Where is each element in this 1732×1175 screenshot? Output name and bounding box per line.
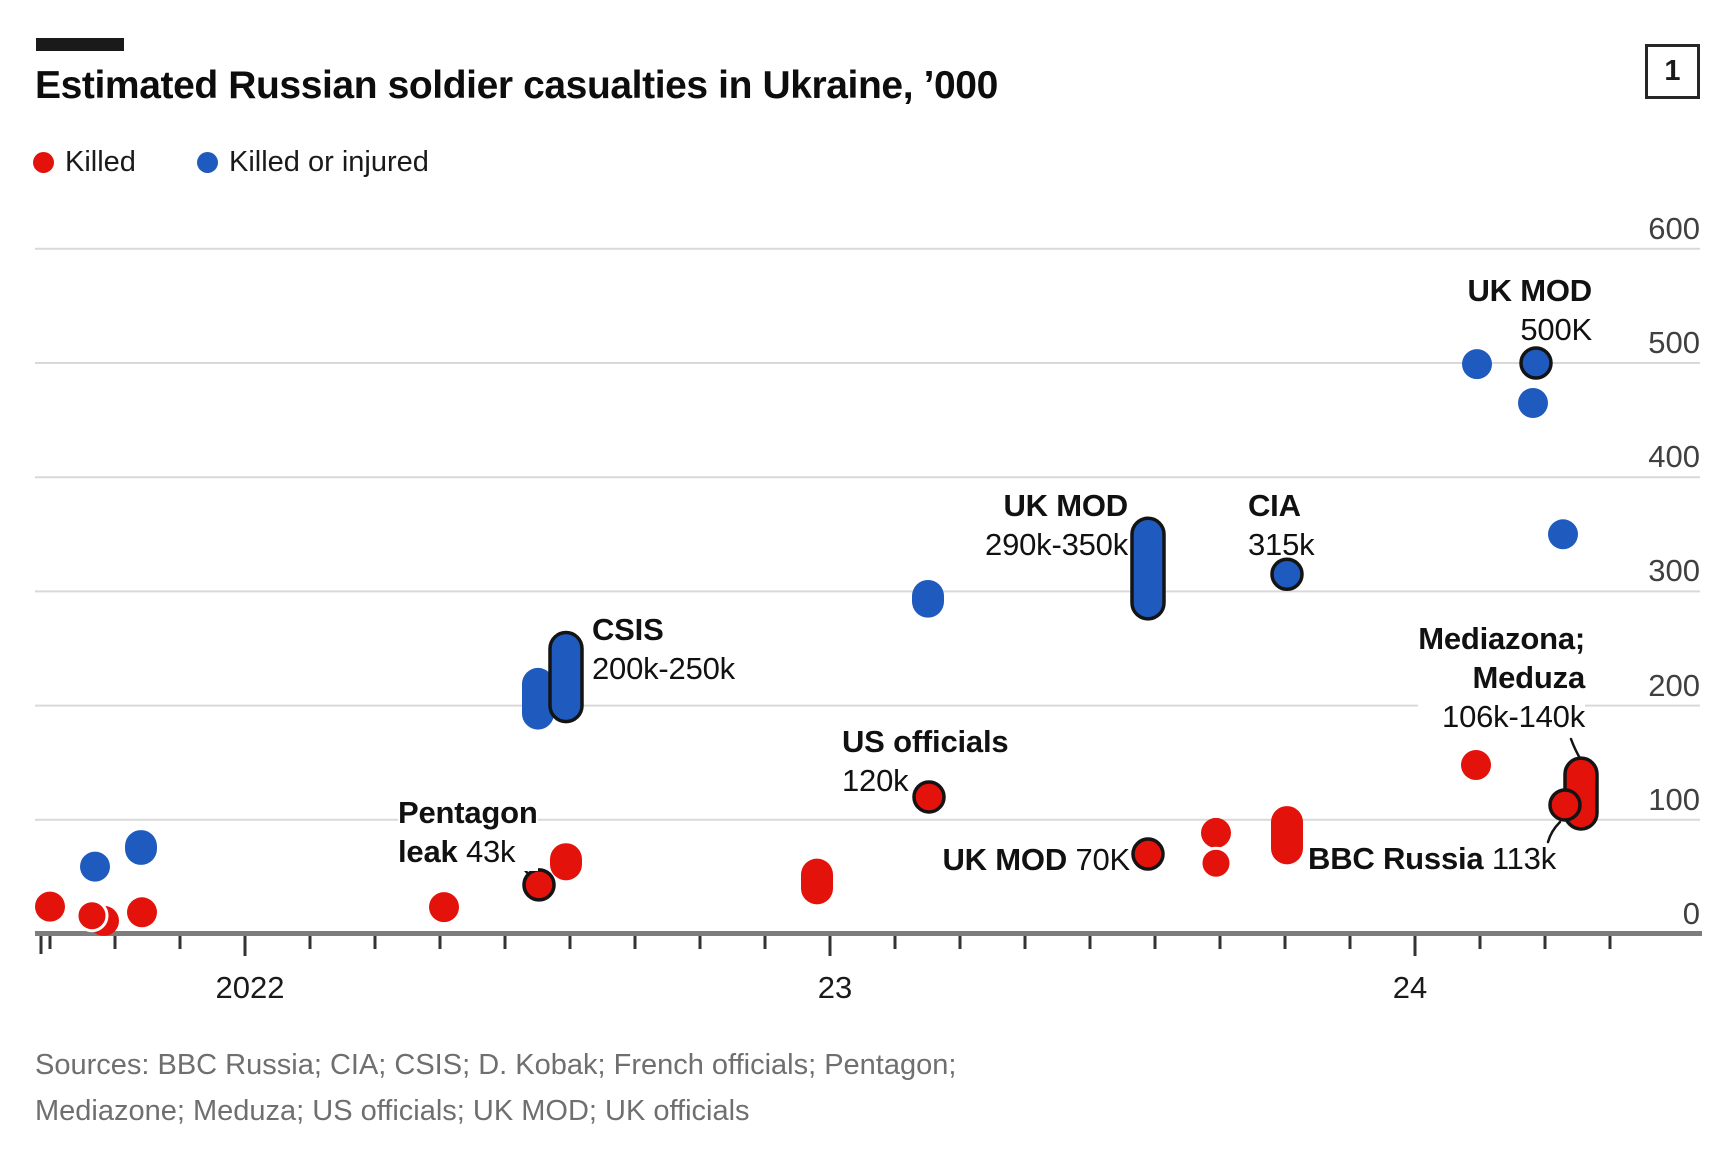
annotation-us-officials-line: US officials [842,724,1009,759]
annotation-uk-mod-70k-line: UK MOD 70K [942,842,1131,877]
annotation-cia-315k: CIA 315k [1248,486,1315,564]
killed-or-injured-legend-dot-icon [197,151,218,173]
y-axis-label-300: 300 [1648,553,1700,589]
point-uk-mod-killed_or_injured [1130,516,1166,621]
annotation-uk-mod-290k-350k: UK MOD 290k-350k [985,486,1128,564]
point-killed_or_injured [912,579,944,618]
annotation-bbc-russia-113k: BBC Russia 113k [1308,839,1556,878]
annotation-csis: CSIS 200k-250k [592,610,735,688]
legend-item-killed: Killed [33,146,136,178]
annotation-csis-line: 200k-250k [592,651,735,686]
annotation-csis-line: CSIS [592,612,664,647]
point-us-officials-killed [912,780,946,814]
annotation-pentagon-leak: Pentagon leak 43k [398,793,538,871]
bbc-leader-line [1546,820,1562,844]
x-axis-label-24: 24 [1392,970,1428,1005]
y-axis-label-200: 200 [1648,667,1700,703]
point-killed [1201,817,1231,848]
annotation-cia-315k-line: CIA [1248,488,1301,523]
point-killed [550,843,582,881]
annotation-uk-mod-500k-line: 500K [1520,312,1592,347]
x-axis-label-2022: 2022 [215,970,285,1005]
point-killed [35,891,65,922]
point-bbc-russia-killed [1548,788,1582,822]
point-killed_or_injured [1548,519,1578,550]
annotation-mediazona-meduza: Mediazona; Meduza 106k-140k [1418,619,1585,736]
annotation-mediazona-meduza-line: Meduza [1472,660,1586,695]
point-killed [1461,749,1491,780]
annotation-uk-mod-70k: UK MOD 70K [943,840,1131,879]
annotation-uk-mod-290k-350k-line: UK MOD [1003,488,1128,523]
point-killed [1271,806,1303,865]
point-killed [1199,846,1233,880]
annotation-uk-mod-500k-line: UK MOD [1467,273,1592,308]
point-uk-mod-killed [1131,837,1165,871]
legend-item-killed-or-injured: Killed or injured [197,146,429,178]
annotation-bbc-russia-113k-line: BBC Russia 113k [1308,841,1556,876]
point-killed_or_injured [522,667,554,730]
annotation-cia-315k-line: 315k [1248,527,1315,562]
y-axis-label-100: 100 [1648,781,1700,817]
legend-label-killed-or-injured: Killed or injured [229,145,429,178]
y-axis-label-0: 0 [1682,896,1700,931]
figure-number-badge: 1 [1645,44,1700,99]
legend-label-killed: Killed [65,145,136,178]
killed-legend-dot-icon [33,151,54,173]
annotation-us-officials: US officials 120k [842,722,1009,800]
point-csis-killed_or_injured [548,630,584,724]
point-killed_or_injured [1462,349,1492,380]
annotation-us-officials-line: 120k [842,763,909,798]
point-killed [127,897,157,928]
x-axis-label-23: 23 [817,970,853,1005]
y-axis-label-400: 400 [1648,439,1700,475]
annotation-pentagon-leak-line: leak 43k [398,834,516,869]
y-axis-label-500: 500 [1648,325,1700,360]
figure-number: 1 [1664,55,1681,87]
headline-tag-bar [36,38,124,51]
page-title: Estimated Russian soldier casualties in … [35,64,998,107]
annotation-uk-mod-290k-350k-line: 290k-350k [985,527,1128,562]
sources-line-1: Sources: BBC Russia; CIA; CSIS; D. Kobak… [35,1049,957,1081]
point-killed [429,892,459,923]
point-killed_or_injured [1518,387,1548,418]
annotation-mediazona-meduza-line: 106k-140k [1442,699,1585,734]
sources-line-2: Mediazone; Meduza; US officials; UK MOD;… [35,1095,750,1127]
point-pentagon-leak-killed [522,868,556,902]
annotation-uk-mod-500k: UK MOD 500K [1467,271,1592,349]
annotation-mediazona-meduza-line: Mediazona; [1418,621,1585,656]
annotation-pentagon-leak-line: Pentagon [398,795,538,830]
point-killed_or_injured [125,830,157,865]
point-killed [801,858,833,905]
y-axis-label-600: 600 [1648,210,1700,246]
point-killed [75,899,109,933]
point-cia-killed_or_injured [1270,557,1304,592]
point-killed_or_injured [80,851,110,882]
point-uk-mod-killed_or_injured [1519,346,1553,380]
